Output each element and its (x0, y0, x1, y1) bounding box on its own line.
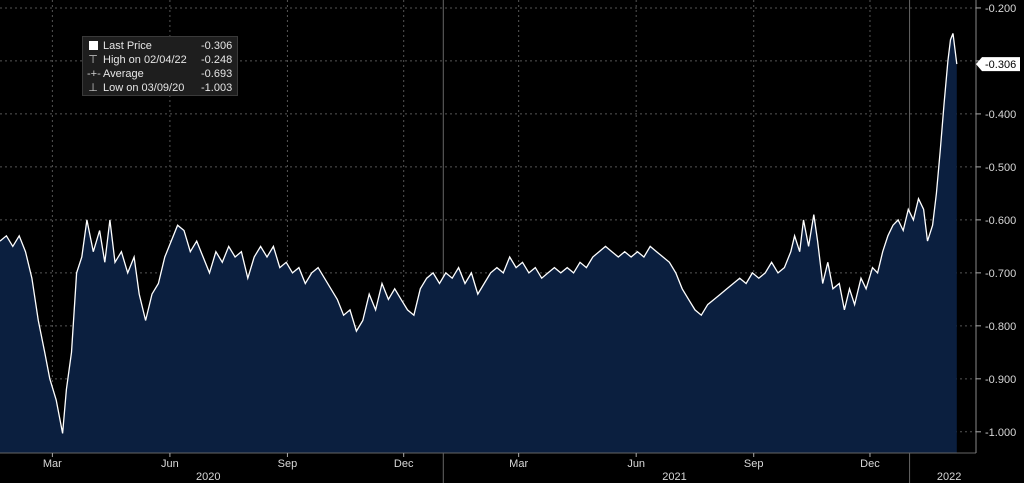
x-tick-label: Mar (43, 458, 62, 470)
legend-last-swatch-icon (87, 39, 99, 53)
legend-average-value: -0.693 (201, 68, 233, 80)
legend-last-label: Last Price (103, 40, 152, 52)
y-tick-label: -0.800 (985, 321, 1016, 333)
y-tick-label: -1.000 (985, 427, 1016, 439)
x-year-label: 2020 (196, 471, 220, 483)
legend-low-marker-icon: ⊥ (88, 82, 98, 94)
y-tick-label: -0.700 (985, 268, 1016, 280)
legend-average-label: Average (103, 68, 144, 80)
x-tick-label: Jun (161, 458, 179, 470)
legend-high-label: High on 02/04/22 (103, 54, 187, 66)
x-tick-label: Sep (278, 458, 298, 470)
y-tick-label: -0.500 (985, 162, 1016, 174)
series-line (0, 33, 958, 434)
x-axis-labels: Mar Jun Sep Dec Mar Jun Sep Dec 2020 2021 2022 (43, 453, 961, 483)
series-area (0, 33, 957, 454)
y-tick-label: -0.900 (985, 374, 1016, 386)
x-tick-label: Dec (860, 458, 880, 470)
last-price-badge-shape (976, 57, 1020, 72)
x-tick-label: Dec (394, 458, 414, 470)
legend-low: ⊥ Low on 03/09/20 -1.003 (87, 81, 232, 95)
chart-legend: Last Price -0.306 ⊤ High on 02/04/22 -0.… (82, 36, 238, 96)
last-price-badge: -0.306 (976, 57, 1020, 72)
x-tick-label: Mar (509, 458, 528, 470)
legend-last-value: -0.306 (201, 40, 233, 52)
y-tick-label: -0.600 (985, 215, 1016, 227)
y-tick-label: -0.400 (985, 109, 1016, 121)
legend-high-value: -0.248 (201, 54, 233, 66)
last-price-badge-label: -0.306 (985, 59, 1016, 71)
legend-low-label: Low on 03/09/20 (103, 82, 185, 94)
legend-average: -+- Average -0.693 (87, 67, 232, 81)
legend-high: ⊤ High on 02/04/22 -0.248 (87, 53, 232, 67)
legend-last-price: Last Price -0.306 (87, 39, 232, 53)
x-tick-label: Sep (744, 458, 764, 470)
x-year-label: 2022 (937, 471, 961, 483)
legend-low-value: -1.003 (201, 82, 233, 94)
x-year-label: 2021 (662, 471, 686, 483)
x-tick-label: Jun (627, 458, 645, 470)
legend-high-marker-icon: ⊤ (88, 54, 98, 66)
y-tick-label: -0.200 (985, 3, 1016, 15)
legend-average-marker-icon: -+- (87, 68, 101, 80)
